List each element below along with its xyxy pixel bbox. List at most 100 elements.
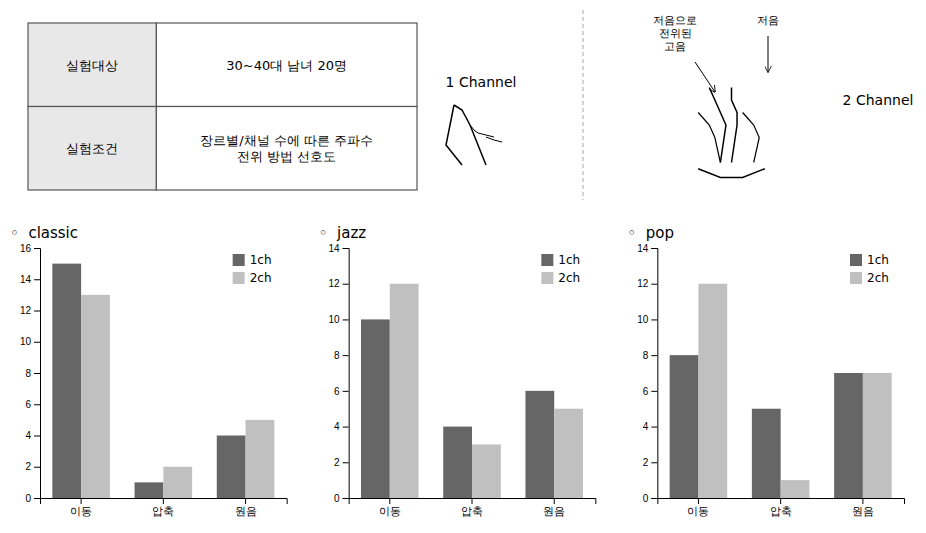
legend-item: 2ch bbox=[541, 271, 580, 285]
tick-label: 원음 bbox=[543, 505, 565, 517]
table-label-cell bbox=[28, 23, 156, 107]
tick: 8 bbox=[643, 350, 658, 361]
table-label-cell bbox=[28, 107, 156, 191]
axis-line bbox=[34, 249, 41, 499]
tick: 14 bbox=[637, 243, 657, 254]
tick: 10 bbox=[20, 336, 40, 347]
legend-label: 1ch bbox=[558, 253, 580, 267]
sketch-line bbox=[446, 105, 462, 165]
tick-label: 이동 bbox=[379, 505, 401, 517]
tick-mark bbox=[472, 498, 473, 504]
tick-mark bbox=[651, 427, 657, 428]
tick-label: 6 bbox=[643, 386, 649, 397]
tick-label: 10 bbox=[329, 314, 341, 325]
bars bbox=[670, 284, 892, 498]
sketch-line bbox=[486, 137, 502, 142]
tick-mark bbox=[343, 355, 349, 356]
tick: 14 bbox=[20, 274, 40, 285]
bar bbox=[472, 444, 501, 498]
legend-label: 1ch bbox=[250, 253, 272, 267]
tick-mark bbox=[343, 462, 349, 463]
bar bbox=[698, 284, 727, 498]
tick-mark bbox=[163, 498, 164, 504]
tick-mark bbox=[389, 498, 390, 504]
tick-mark bbox=[34, 279, 40, 280]
sketch-line bbox=[698, 113, 720, 163]
legend-item: 1ch bbox=[541, 253, 580, 267]
tick-mark bbox=[343, 391, 349, 392]
tick: 2 bbox=[334, 457, 349, 468]
tick: 원음 bbox=[235, 498, 257, 517]
tick: 12 bbox=[637, 278, 657, 289]
legend: 1ch2ch bbox=[850, 253, 889, 285]
tick-label: 이동 bbox=[687, 505, 709, 517]
tick-mark bbox=[34, 342, 40, 343]
tick-label: 6 bbox=[25, 399, 31, 410]
y-axis: 0246810121416 bbox=[20, 243, 41, 504]
tick-label: 14 bbox=[20, 274, 32, 285]
legend-item: 1ch bbox=[233, 253, 272, 267]
bar bbox=[361, 319, 390, 498]
tick: 16 bbox=[20, 243, 40, 254]
tick: 12 bbox=[20, 305, 40, 316]
bar bbox=[163, 467, 192, 498]
bar bbox=[135, 482, 164, 498]
tick: 이동 bbox=[687, 498, 709, 517]
bar bbox=[525, 391, 554, 498]
tick-label: 4 bbox=[334, 421, 340, 432]
bar bbox=[390, 284, 419, 498]
bar-chart: 02468101214이동압축원음◦ pop1ch2ch bbox=[627, 224, 904, 517]
tick-mark bbox=[651, 391, 657, 392]
tick: 6 bbox=[643, 386, 658, 397]
table-value-cell bbox=[156, 107, 417, 191]
figure: 실험대상30~40대 남녀 20명실험조건장르별/채널 수에 따른 주파수전위 … bbox=[0, 0, 926, 533]
axis-line bbox=[343, 249, 350, 499]
tick-label: 16 bbox=[20, 243, 32, 254]
legend-label: 2ch bbox=[250, 271, 272, 285]
axis-line bbox=[349, 499, 596, 505]
table-value: 장르별/채널 수에 따른 주파수전위 방법 선호도 bbox=[200, 133, 373, 164]
bar bbox=[554, 409, 583, 498]
tick-mark bbox=[651, 498, 657, 499]
tick: 4 bbox=[25, 430, 40, 441]
table-value-cell bbox=[156, 23, 417, 107]
tick-mark bbox=[34, 248, 40, 249]
tick: 원음 bbox=[543, 498, 565, 517]
tick-mark bbox=[343, 284, 349, 285]
y-axis: 02468101214 bbox=[329, 243, 350, 504]
tick-mark bbox=[651, 319, 657, 320]
tick: 8 bbox=[334, 350, 349, 361]
tick-label: 압축 bbox=[770, 505, 792, 517]
tick: 0 bbox=[25, 493, 40, 504]
tick-mark bbox=[651, 248, 657, 249]
tick-label: 8 bbox=[643, 350, 649, 361]
bar bbox=[752, 409, 781, 498]
tick-mark bbox=[343, 319, 349, 320]
legend-item: 1ch bbox=[850, 253, 889, 267]
sketch-line bbox=[470, 125, 494, 137]
tick-label: 압축 bbox=[152, 505, 174, 517]
annotation: 저음으로전위된고음 bbox=[653, 14, 697, 53]
tick-label: 12 bbox=[20, 305, 32, 316]
tick-label: 4 bbox=[25, 430, 31, 441]
tick: 10 bbox=[329, 314, 349, 325]
chart-title: ◦ jazz bbox=[319, 224, 367, 242]
legend-label: 1ch bbox=[867, 253, 889, 267]
tick-label: 0 bbox=[25, 493, 31, 504]
tick-mark bbox=[34, 404, 40, 405]
tick: 6 bbox=[334, 386, 349, 397]
legend-swatch bbox=[233, 254, 245, 266]
tick: 14 bbox=[329, 243, 349, 254]
tick-mark bbox=[651, 462, 657, 463]
tick: 원음 bbox=[852, 498, 874, 517]
bars bbox=[361, 284, 583, 498]
tick-mark bbox=[34, 498, 40, 499]
info-panel: 실험대상30~40대 남녀 20명실험조건장르별/채널 수에 따른 주파수전위 … bbox=[28, 10, 913, 200]
bar bbox=[217, 436, 246, 499]
legend-swatch bbox=[233, 272, 245, 284]
axis-line bbox=[41, 499, 288, 505]
tick-label: 원음 bbox=[852, 505, 874, 517]
x-axis: 이동 압축 원음 bbox=[658, 498, 905, 517]
chart-title: ◦ classic bbox=[10, 224, 78, 242]
tick-mark bbox=[343, 498, 349, 499]
